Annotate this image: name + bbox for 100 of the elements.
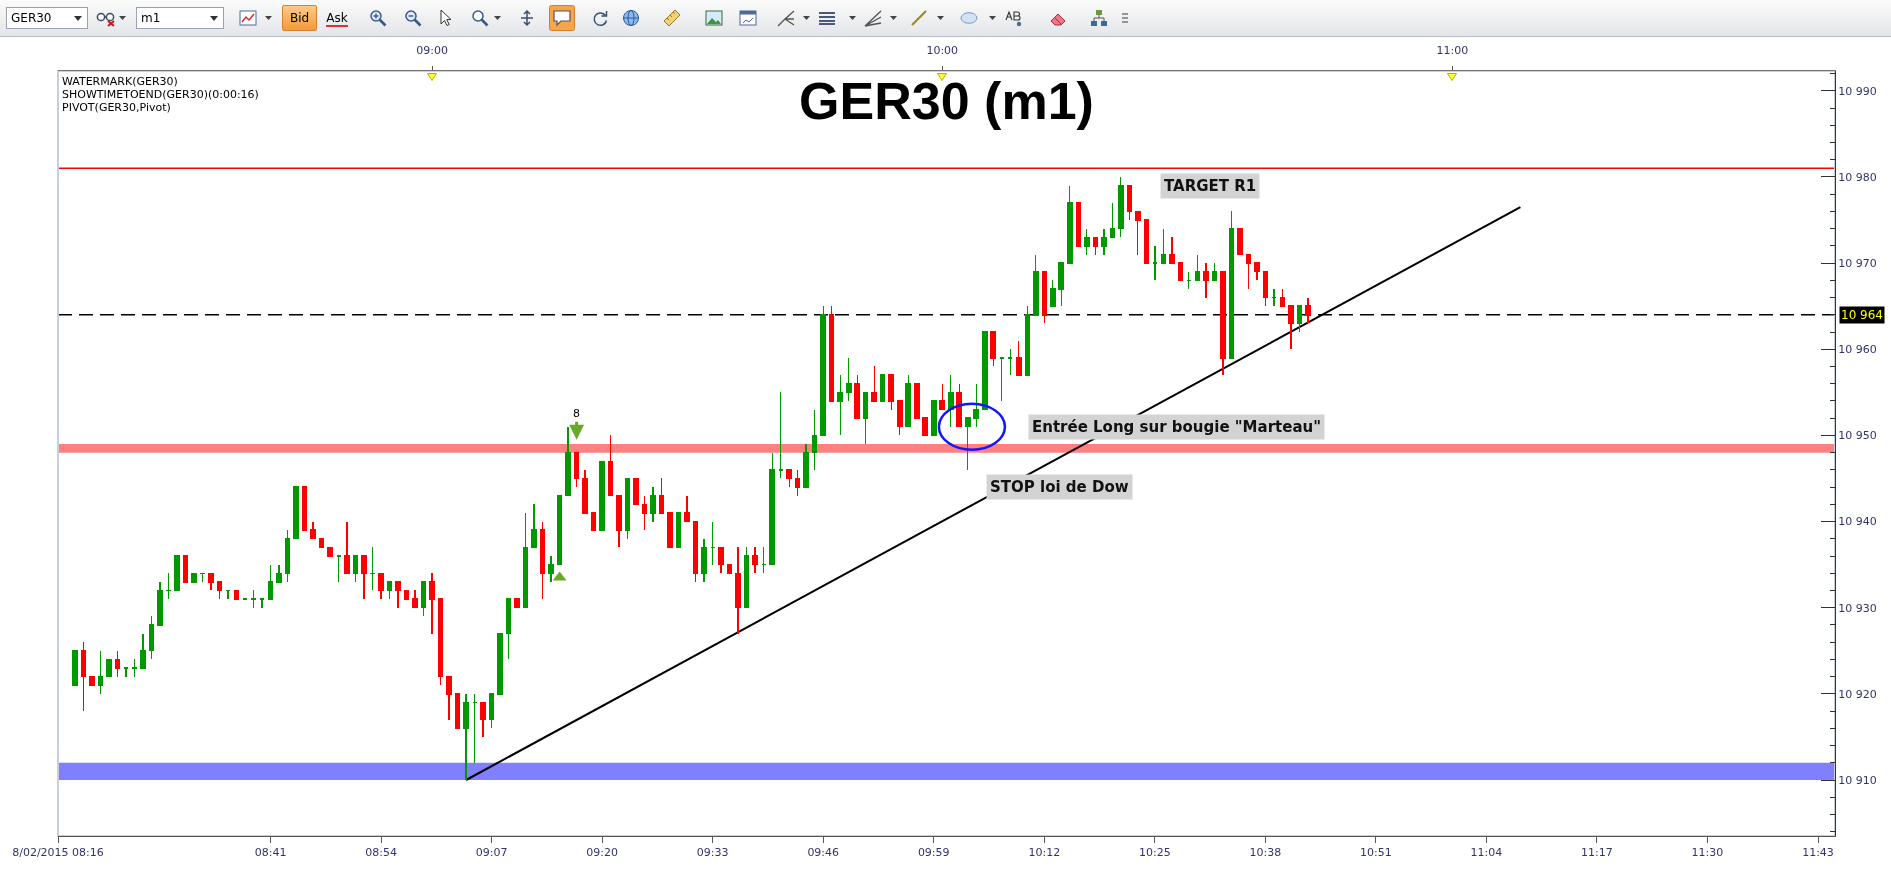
candlestick [1160,227,1167,264]
candlestick [1237,227,1243,256]
candlestick [488,693,495,730]
candlestick [531,503,537,549]
candlestick [599,460,605,531]
candlestick [641,495,648,531]
candlestick [480,701,486,738]
candlestick [999,357,1005,402]
candlestick [922,417,929,437]
annotation: SHOWTIMETOEND(GER30)(0:00:16) [62,88,259,101]
x-tick-label: 09:46 [807,846,840,860]
candlestick [471,693,478,764]
candlestick [182,555,189,583]
candlestick [1245,253,1252,290]
button: Bid [282,5,317,31]
candlestick [1211,262,1218,282]
candlestick [616,495,622,549]
candlestick [862,391,869,445]
candlestick [225,589,231,600]
candlestick [123,667,129,678]
candlestick [463,693,469,781]
candlestick [692,520,699,583]
candlestick [939,383,946,411]
candlestick [114,650,121,678]
dropdown: m1 [136,7,224,29]
candlestick [777,391,784,480]
x-tick-label: 10:12 [1028,846,1061,860]
candlestick [1228,210,1235,359]
dropdown: GER30 [6,7,88,29]
y-tick-label: 10 940 [1838,515,1877,529]
candlestick [131,658,138,678]
candlestick [344,520,350,574]
x2-tick-label: 11:00 [1436,43,1469,57]
candlestick [667,512,673,549]
candlestick [973,383,980,428]
x-tick-label: 09:07 [475,846,508,860]
candlestick [947,374,954,428]
candlestick [1296,305,1303,333]
candlestick [106,658,112,678]
candlestick [437,598,444,686]
candlestick [1101,227,1107,256]
candlestick [420,581,427,618]
x-tick-label: 10:51 [1360,846,1392,860]
candlestick [548,555,554,583]
candlestick [1143,219,1150,264]
candlestick [845,357,852,402]
candlestick [905,374,911,428]
candlestick [369,546,376,592]
candlestick [565,426,571,497]
candlestick [1220,271,1226,376]
candlestick [1194,253,1201,282]
candlestick [828,305,835,402]
y-tick-label: 10 950 [1838,429,1877,443]
candlestick [327,546,333,557]
annotation: PIVOT(GER30,Pivot) [62,101,171,114]
x2-tick-label: 09:00 [416,43,448,57]
x-tick-label: 10:38 [1249,846,1282,860]
candlestick [658,477,665,514]
candlestick [386,581,393,600]
candlestick [837,374,843,437]
candlestick [165,572,172,600]
candlestick [1203,262,1209,299]
candlestick [454,693,461,730]
candlestick [497,632,503,695]
candlestick [267,563,274,600]
annotation: TARGET R1 [1164,177,1257,195]
candlestick [97,650,104,695]
candlestick [157,581,163,626]
x-tick-label: 09:20 [586,846,618,860]
candlestick [607,434,614,497]
x-tick-label: 11:17 [1581,846,1613,860]
candlestick [684,495,690,523]
candlestick [556,495,563,566]
x-tick-label: 08:54 [365,846,397,860]
candlestick [981,331,988,411]
candlestick [735,546,741,635]
x-tick-label: 09:33 [696,846,729,860]
candlestick [1109,202,1116,238]
candlestick [446,675,452,721]
candlestick [769,451,775,566]
candlestick [803,443,809,488]
candlestick [395,581,401,609]
candlestick [718,546,724,574]
x-tick-label: 8/02/2015 08:16 [12,846,104,860]
candlestick [675,512,682,549]
candlestick [352,555,359,583]
candlestick [1007,348,1014,376]
candlestick [896,400,903,437]
chart-title: GER30 (m1) [799,72,1094,131]
candlestick [259,598,265,609]
candlestick [709,520,716,566]
candlestick [89,675,95,686]
y-tick-label: 10 930 [1838,601,1877,615]
x-tick-label: 11:43 [1802,846,1834,860]
candlestick [871,365,878,402]
candlestick [888,374,894,411]
candlestick [1279,288,1286,307]
candlestick [429,572,435,635]
candlestick [811,408,818,471]
candlestick [1186,271,1192,290]
